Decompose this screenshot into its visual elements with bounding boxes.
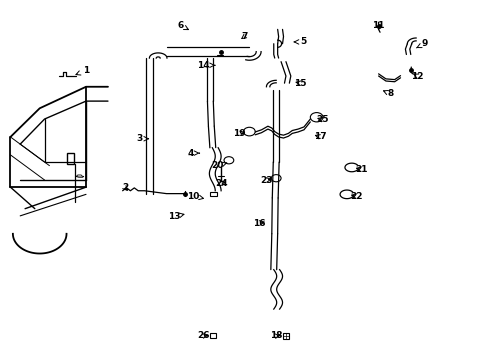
Text: 15: 15 xyxy=(294,79,306,88)
Text: 22: 22 xyxy=(350,192,362,201)
Text: 20: 20 xyxy=(211,161,226,170)
Text: 9: 9 xyxy=(416,39,427,48)
Text: 1: 1 xyxy=(76,66,89,75)
Text: 21: 21 xyxy=(355,165,367,174)
Text: 4: 4 xyxy=(187,149,199,158)
Bar xyxy=(210,333,216,338)
Text: 10: 10 xyxy=(187,192,203,201)
Text: 11: 11 xyxy=(371,21,384,30)
Text: 16: 16 xyxy=(252,219,265,228)
Text: 14: 14 xyxy=(196,61,215,70)
Text: 3: 3 xyxy=(136,134,148,143)
Text: 7: 7 xyxy=(241,32,247,41)
Text: 26: 26 xyxy=(196,332,209,341)
Text: 13: 13 xyxy=(167,212,183,221)
Bar xyxy=(282,333,289,338)
Text: 6: 6 xyxy=(178,21,188,30)
Text: 24: 24 xyxy=(214,179,227,188)
Text: 12: 12 xyxy=(410,72,423,81)
Text: 8: 8 xyxy=(383,89,393,98)
Text: 5: 5 xyxy=(293,37,305,46)
Text: 23: 23 xyxy=(260,176,272,185)
Text: 2: 2 xyxy=(122,183,128,192)
Text: 18: 18 xyxy=(269,332,282,341)
Text: 25: 25 xyxy=(316,115,328,124)
Text: 17: 17 xyxy=(313,132,325,141)
Bar xyxy=(210,192,216,197)
Text: 19: 19 xyxy=(233,129,245,138)
Bar xyxy=(66,153,74,164)
